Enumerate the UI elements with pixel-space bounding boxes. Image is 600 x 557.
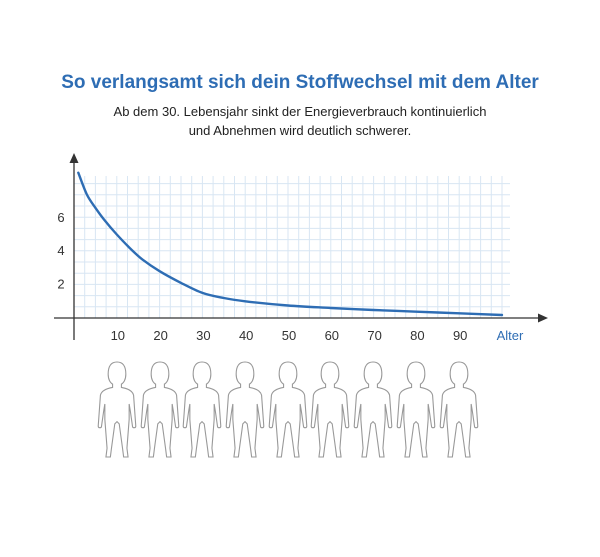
x-tick-label: 90 (453, 328, 467, 343)
x-tick-label: 60 (325, 328, 339, 343)
x-axis-arrow (538, 313, 548, 323)
subtitle-line-1: Ab dem 30. Lebensjahr sinkt der Energiev… (113, 104, 487, 119)
human-figure (439, 361, 479, 458)
figure-outline (225, 361, 265, 458)
page-title: So verlangsamt sich dein Stoffwechsel mi… (61, 72, 539, 93)
x-tick-label: 10 (111, 328, 125, 343)
figure-outline (353, 361, 393, 458)
human-figure (353, 361, 393, 458)
metabolism-curve (77, 171, 504, 317)
x-tick-label: 40 (239, 328, 253, 343)
figure-outline (439, 361, 479, 458)
y-tick-label: 2 (57, 277, 64, 292)
figure-outline (182, 361, 222, 458)
figure-outline (268, 361, 308, 458)
x-tick-label: 80 (410, 328, 424, 343)
subtitle-line-2: und Abnehmen wird deutlich schwerer. (188, 123, 412, 138)
human-figure (97, 361, 137, 458)
figure-outline (310, 361, 350, 458)
human-figure (182, 361, 222, 458)
x-tick-label: 50 (282, 328, 296, 343)
grid (74, 176, 510, 318)
figure-outline (396, 361, 436, 458)
figure-outline (140, 361, 180, 458)
human-figure (268, 361, 308, 458)
human-figure (225, 361, 265, 458)
human-figure (140, 361, 180, 458)
figure-outline (97, 361, 137, 458)
y-axis-arrow (69, 153, 79, 163)
human-figure (396, 361, 436, 458)
x-tick-label: 70 (367, 328, 381, 343)
page-subtitle: Ab dem 30. Lebensjahr sinkt der Energiev… (100, 102, 500, 140)
x-tick-label: 30 (196, 328, 210, 343)
x-axis-label: Alter (497, 328, 524, 343)
x-tick-label: 20 (153, 328, 167, 343)
human-figure (310, 361, 350, 458)
y-tick-label: 6 (57, 210, 64, 225)
y-tick-label: 4 (57, 243, 64, 258)
